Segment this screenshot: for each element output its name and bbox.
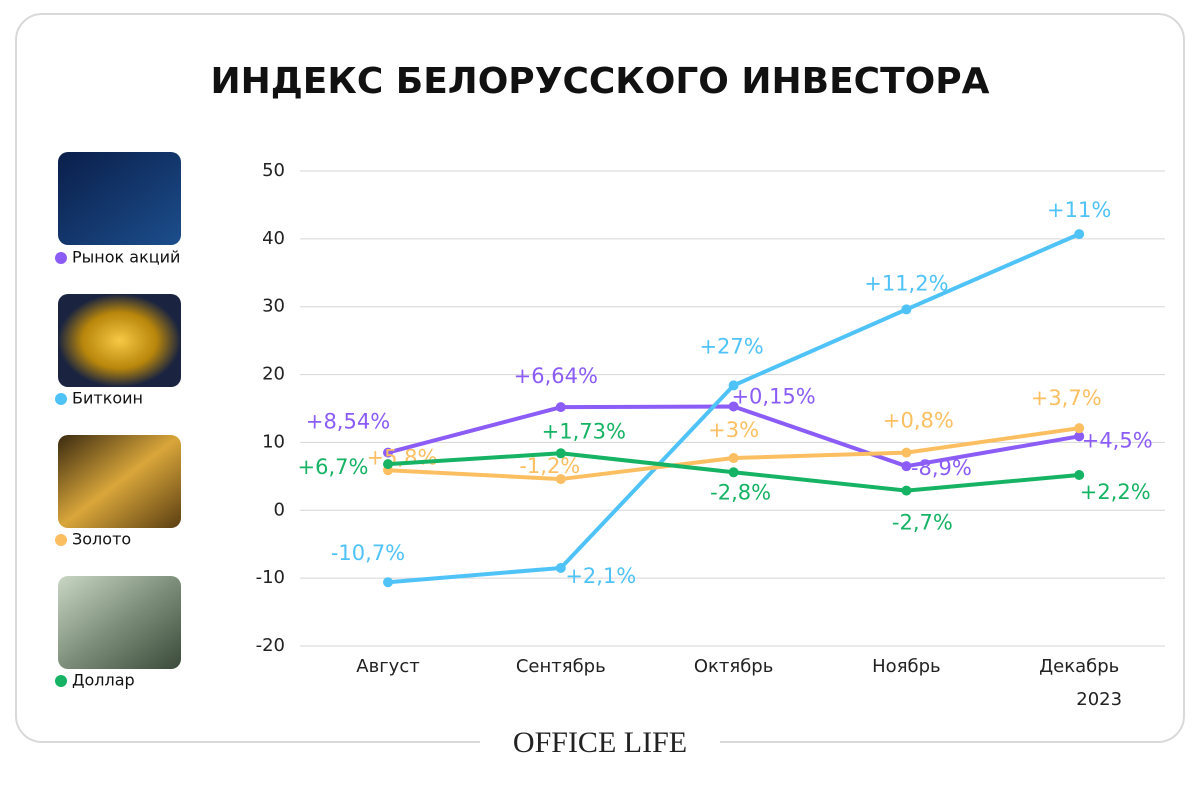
chart-title: ИНДЕКС БЕЛОРУССКОГО ИНВЕСТОРА: [210, 61, 989, 102]
point-label: +8,54%: [306, 410, 390, 434]
legend-image: [58, 294, 181, 387]
point: [555, 448, 566, 459]
x-tick-label: Ноябрь: [872, 656, 941, 677]
point: [901, 447, 912, 458]
point: [1074, 229, 1085, 240]
point-label: +1,73%: [542, 419, 626, 443]
point: [1074, 431, 1085, 442]
legend-marker: [55, 534, 67, 546]
point-label: +0,15%: [731, 384, 815, 408]
y-tick-label: -10: [256, 567, 285, 588]
point: [555, 474, 566, 485]
point: [901, 461, 912, 472]
brand: OFFICE LIFE: [513, 726, 687, 759]
legend-label: Золото: [72, 530, 131, 549]
x-tick-label: Октябрь: [694, 656, 774, 677]
y-tick-label: 0: [274, 499, 285, 520]
y-tick-label: -20: [256, 635, 285, 656]
y-tick-label: 30: [262, 296, 285, 317]
point-label: +11%: [1047, 198, 1111, 222]
point: [383, 577, 393, 588]
point: [728, 401, 739, 412]
point: [383, 459, 393, 470]
point-label: +4,5%: [1082, 428, 1153, 452]
y-tick-label: 40: [262, 228, 285, 249]
point-label: +0,8%: [883, 409, 954, 433]
x-tick-label: Сентябрь: [516, 656, 606, 677]
point-label: +11,2%: [864, 271, 948, 295]
legend-label: Доллар: [72, 671, 135, 690]
legend-marker: [55, 393, 67, 405]
point-label: +2,2%: [1080, 480, 1151, 504]
point-label: +3,7%: [1031, 386, 1102, 410]
point: [1074, 470, 1085, 480]
point: [383, 447, 393, 458]
point-label: +5,8%: [367, 445, 438, 469]
x-annotation: 2023: [1076, 689, 1122, 710]
point: [555, 562, 566, 573]
point-label: -2,8%: [710, 480, 771, 504]
legend-image: [58, 435, 181, 528]
legend-label: Биткоин: [72, 389, 143, 408]
point-label: +6,7%: [298, 455, 369, 479]
y-tick-label: 20: [262, 364, 285, 385]
point: [901, 485, 912, 496]
point: [901, 304, 912, 315]
point-label: +3%: [708, 418, 759, 442]
y-tick-label: 50: [262, 160, 285, 181]
legend-image: [58, 152, 181, 245]
point-label: +6,64%: [514, 364, 598, 388]
point-label: -1,2%: [519, 454, 580, 478]
legend-image: [58, 576, 181, 669]
point: [1074, 423, 1085, 434]
legend-marker: [55, 675, 67, 687]
legend-marker: [55, 252, 67, 264]
point-label: -2,7%: [892, 511, 953, 535]
point-label: -8,9%: [911, 456, 972, 480]
point: [555, 402, 566, 413]
point-label: +27%: [699, 334, 763, 358]
point: [728, 380, 739, 391]
point-label: -10,7%: [331, 541, 405, 565]
x-tick-label: Декабрь: [1039, 656, 1119, 677]
legend-label: Рынок акций: [72, 248, 180, 267]
point-label: +2,1%: [565, 564, 636, 588]
y-tick-label: 10: [262, 431, 285, 452]
x-tick-label: Август: [356, 656, 419, 677]
card: [15, 13, 1185, 743]
point: [728, 467, 739, 478]
footer-bg: [480, 730, 720, 760]
point: [728, 453, 739, 464]
